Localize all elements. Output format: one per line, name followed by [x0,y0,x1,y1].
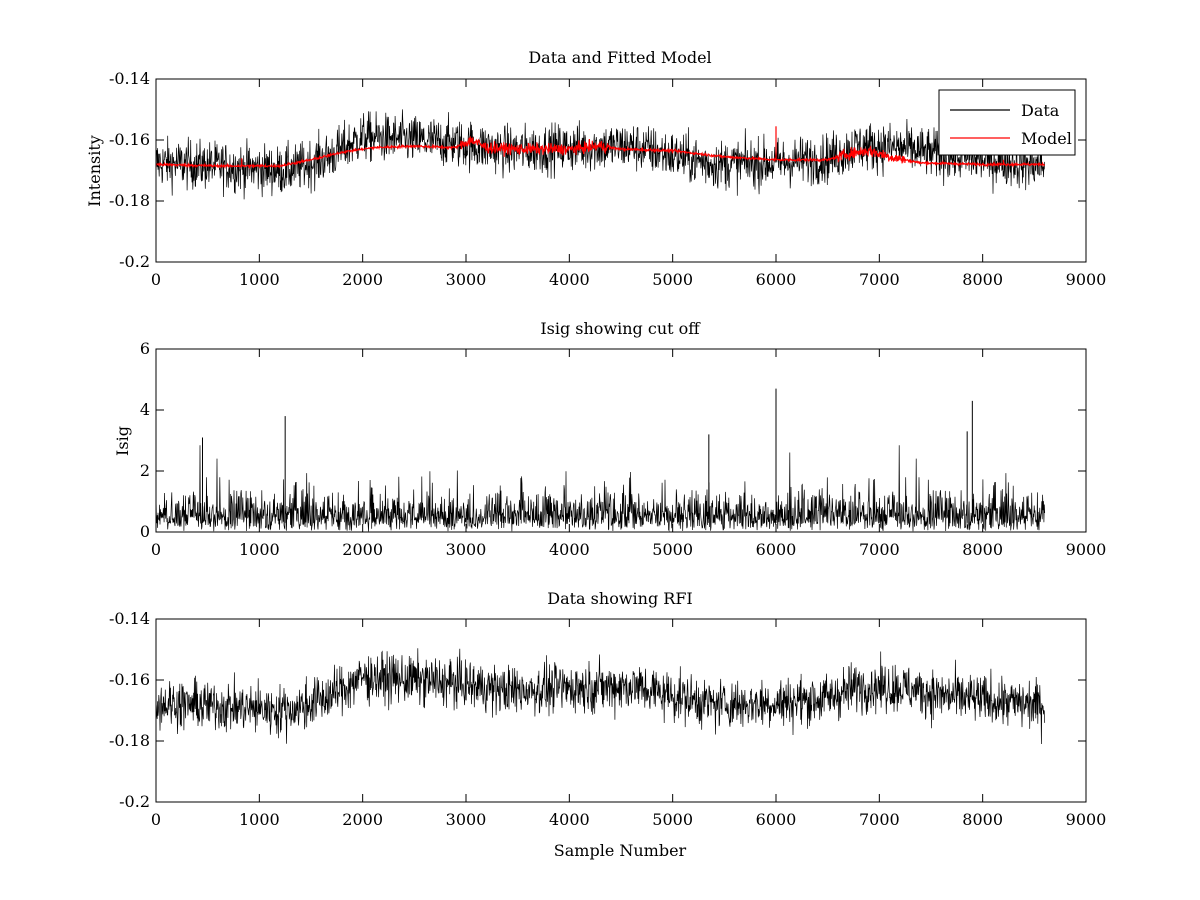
x-tick-label: 9000 [1066,270,1107,289]
axes-box [155,618,1087,803]
legend-box [938,89,1076,156]
x-tick-label: 3000 [446,540,487,559]
x-tick-label: 8000 [962,810,1003,829]
subplot-title-1: Data and Fitted Model [528,48,711,67]
y-tick-label: -0.16 [109,670,150,689]
y-tick-label: -0.14 [109,609,150,628]
x-tick-label: 2000 [342,810,383,829]
y-axis-label-1: Intensity [85,135,104,207]
legend: Data Model [938,89,1076,156]
y-tick-label: -0.2 [119,252,150,271]
x-axis-label-3: Sample Number [554,841,687,860]
y-tick-label: -0.18 [109,731,150,750]
x-tick-label: 6000 [756,810,797,829]
x-tick-label: 0 [151,270,161,289]
x-tick-label: 1000 [239,270,280,289]
x-tick-label: 4000 [549,270,590,289]
subplot-rfi: 0 1000 2000 3000 4000 5000 6000 7000 8000 9000 -0.… [109,589,1106,860]
y-tick-label: -0.18 [109,191,150,210]
plot-area-1: 0 1000 2000 3000 4000 5000 6000 7000 8000 9000 -0.… [109,69,1106,289]
y-tick-label: 2 [140,461,150,480]
x-tick-label: 6000 [756,540,797,559]
series-line [156,445,1046,532]
plot-area-2: 0 1000 2000 3000 4000 5000 6000 7000 8000 9000 0 2 4… [140,339,1107,559]
axes-box [155,348,1087,533]
x-tick-label: 3000 [446,810,487,829]
y-axis-label-2: Isig [113,426,132,456]
x-tick-label: 4000 [549,540,590,559]
y-tick-label: -0.2 [119,792,150,811]
series-0-1 [156,126,1046,170]
y-tick-label: -0.16 [109,130,150,149]
x-tick-label: 6000 [756,270,797,289]
x-tick-label: 4000 [549,810,590,829]
series-2-0 [156,648,1046,745]
axes-box [155,78,1087,263]
x-tick-label: 1000 [239,540,280,559]
subplot-title-2: Isig showing cut off [540,319,701,338]
x-tick-label: 1000 [239,810,280,829]
subplot-model: 0 1000 2000 3000 4000 5000 6000 7000 8000 9000 -0.… [85,48,1106,289]
x-tick-label: 3000 [446,270,487,289]
y-tick-label: -0.14 [109,69,150,88]
x-tick-label: 8000 [962,540,1003,559]
subplot-isig: 0 1000 2000 3000 4000 5000 6000 7000 8000 9000 0 2 4… [113,319,1106,559]
legend-data-label: Data [1021,101,1060,120]
series-0-0 [156,109,1046,200]
series-1-0 [156,388,1046,532]
x-tick-label: 0 [151,810,161,829]
series-line [156,648,1046,745]
x-tick-label: 7000 [859,270,900,289]
y-tick-label: 6 [140,339,150,358]
series-line [156,109,1046,200]
x-tick-label: 0 [151,540,161,559]
legend-model-label: Model [1021,129,1072,148]
x-tick-label: 5000 [652,810,693,829]
x-tick-label: 9000 [1066,810,1107,829]
x-tick-label: 7000 [859,540,900,559]
x-tick-label: 7000 [859,810,900,829]
x-tick-label: 2000 [342,270,383,289]
plot-area-3: 0 1000 2000 3000 4000 5000 6000 7000 8000 9000 -0.… [109,609,1106,829]
x-tick-label: 2000 [342,540,383,559]
subplot-title-3: Data showing RFI [547,589,692,608]
x-tick-label: 9000 [1066,540,1107,559]
x-tick-label: 5000 [652,270,693,289]
x-tick-label: 8000 [962,270,1003,289]
y-tick-label: 4 [140,400,150,419]
y-tick-label: 0 [140,522,150,541]
model-line [156,136,1046,170]
x-tick-label: 5000 [652,540,693,559]
